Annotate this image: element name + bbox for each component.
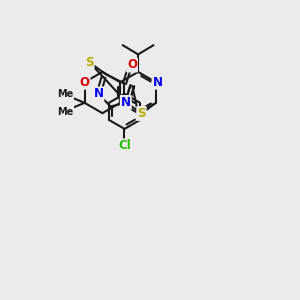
Text: Cl: Cl (118, 140, 131, 152)
Text: Me: Me (57, 89, 73, 99)
Text: Me: Me (57, 106, 73, 117)
Text: S: S (85, 56, 94, 69)
Text: O: O (127, 58, 137, 71)
Text: N: N (152, 76, 163, 89)
Text: S: S (137, 107, 146, 120)
Text: O: O (80, 76, 90, 89)
Text: N: N (121, 96, 131, 109)
Text: N: N (94, 87, 103, 101)
